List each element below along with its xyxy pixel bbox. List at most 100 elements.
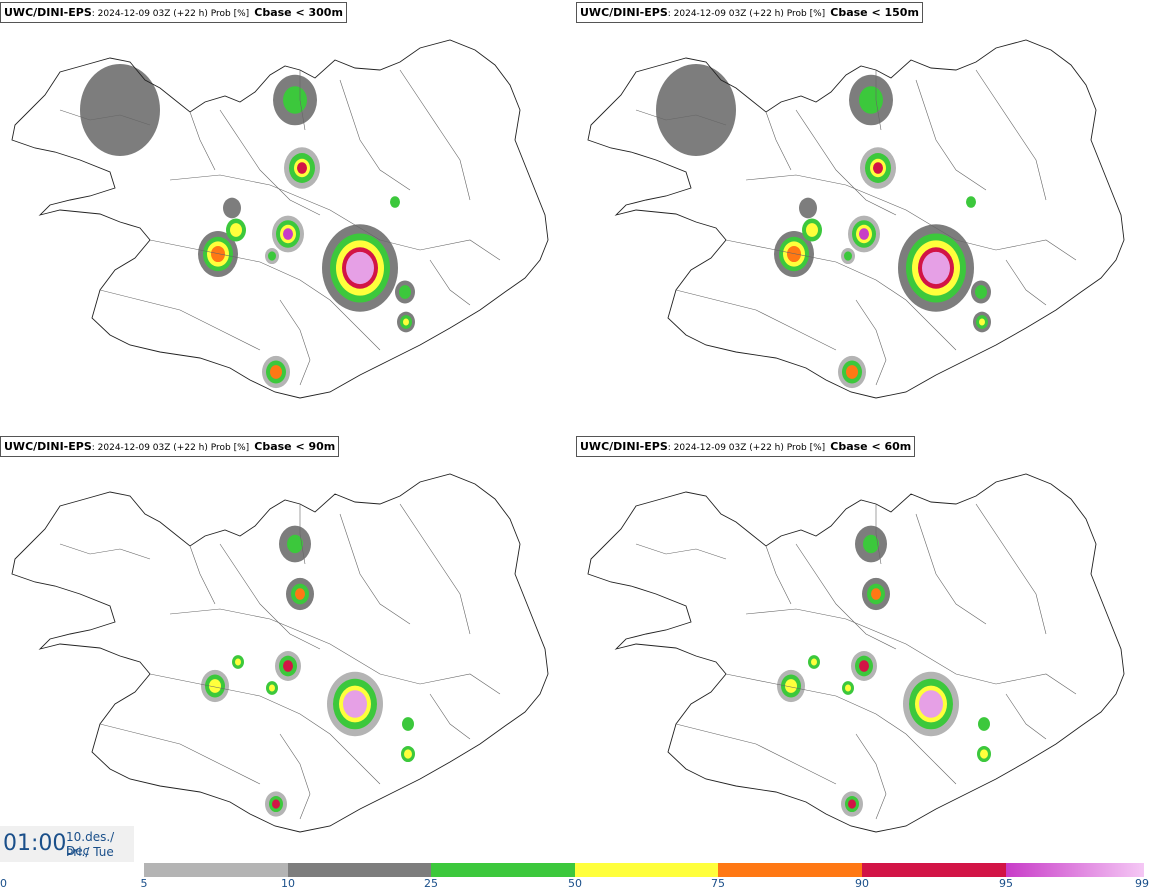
colorbar-segment <box>431 863 575 877</box>
coastline <box>11 473 549 833</box>
probability-area <box>272 799 280 809</box>
probability-area <box>844 251 852 261</box>
boundary-line <box>915 513 987 625</box>
model-name: UWC/DINI-EPS <box>580 440 668 453</box>
probability-area <box>871 588 881 600</box>
probability-area <box>980 749 988 759</box>
panel-title: UWC/DINI-EPS: 2024-12-09 03Z (+22 h) Pro… <box>576 2 923 23</box>
colorbar-segment <box>575 863 718 877</box>
probability-area <box>343 690 367 718</box>
threshold-label: Cbase < 300m <box>254 6 343 19</box>
iceland-map <box>11 473 549 833</box>
boundary-line <box>219 543 321 650</box>
boundary-line <box>339 513 411 625</box>
boundary-line <box>875 504 882 565</box>
colorbar-segment <box>862 863 1006 877</box>
iceland-map <box>587 39 1125 399</box>
boundary-line <box>279 299 311 386</box>
probability-area <box>863 534 879 554</box>
probability-area <box>235 658 241 666</box>
model-name: UWC/DINI-EPS <box>4 6 92 19</box>
probability-area <box>297 162 307 174</box>
boundary-line <box>399 69 471 201</box>
colorbar-tick-label: 50 <box>568 877 582 890</box>
coastline <box>587 39 1125 399</box>
run-info: : 2024-12-09 03Z (+22 h) Prob [%] <box>667 9 826 19</box>
probability-area <box>399 285 411 299</box>
colorbar-segment <box>1006 863 1144 877</box>
boundary-line <box>169 174 501 261</box>
colorbar-tick-label: 5 <box>140 877 148 890</box>
probability-area <box>269 684 275 692</box>
colorbar-tick-label: 0 <box>0 877 7 890</box>
boundary-line <box>875 70 882 131</box>
probability-area <box>787 245 801 263</box>
probability-area <box>283 228 293 240</box>
iceland-map <box>587 473 1125 833</box>
boundary-line <box>745 174 1077 261</box>
probability-area <box>80 64 160 156</box>
coastline <box>587 473 1125 833</box>
probability-area <box>966 196 976 208</box>
boundary-line <box>299 70 306 131</box>
probability-area <box>922 251 950 285</box>
boundary-line <box>745 608 1077 695</box>
boundary-line <box>725 673 957 785</box>
boundary-line <box>149 239 381 351</box>
map-panel-60m: UWC/DINI-EPS: 2024-12-09 03Z (+22 h) Pro… <box>576 434 1146 864</box>
colorbar-segment <box>718 863 862 877</box>
boundary-line <box>855 299 887 386</box>
boundary-line <box>1005 693 1047 740</box>
probability-area <box>811 658 817 666</box>
probability-area <box>287 534 303 554</box>
colorbar-tick-label: 95 <box>999 877 1013 890</box>
probability-area <box>859 86 883 114</box>
run-info: : 2024-12-09 03Z (+22 h) Prob [%] <box>91 443 250 453</box>
boundary-line <box>429 259 471 306</box>
probability-area <box>859 660 869 672</box>
valid-time-box: 01:00 10.des./ Dec Þri./ Tue <box>0 826 134 862</box>
probability-area <box>390 196 400 208</box>
boundary-line <box>99 289 261 351</box>
colorbar-tick-label: 75 <box>711 877 725 890</box>
colorbar-tick-label: 10 <box>281 877 295 890</box>
probability-area <box>404 749 412 759</box>
map-panel-150m: UWC/DINI-EPS: 2024-12-09 03Z (+22 h) Pro… <box>576 0 1146 430</box>
probability-area <box>978 717 990 731</box>
boundary-line <box>299 504 306 565</box>
boundary-line <box>189 545 216 605</box>
probability-area <box>346 251 374 285</box>
boundary-line <box>59 543 151 560</box>
valid-time: 01:00 <box>3 831 67 856</box>
boundary-line <box>765 545 792 605</box>
probability-area <box>848 799 856 809</box>
boundary-line <box>975 503 1047 635</box>
probability-area <box>845 684 851 692</box>
probability-area <box>209 679 221 693</box>
probability-area <box>211 245 225 263</box>
probability-area <box>270 365 282 379</box>
colorbar-tick-label: 25 <box>424 877 438 890</box>
probability-area <box>806 223 818 237</box>
probability-area <box>975 285 987 299</box>
probability-colorbar <box>144 863 1150 877</box>
boundary-line <box>975 69 1047 201</box>
model-name: UWC/DINI-EPS <box>4 440 92 453</box>
boundary-line <box>635 109 727 126</box>
boundary-line <box>59 109 151 126</box>
colorbar-tick-label: 99 <box>1135 877 1149 890</box>
boundary-line <box>149 673 381 785</box>
coastline <box>11 39 549 399</box>
panel-title: UWC/DINI-EPS: 2024-12-09 03Z (+22 h) Pro… <box>0 436 340 457</box>
probability-area <box>919 690 943 718</box>
probability-area <box>283 660 293 672</box>
probability-area <box>979 318 985 326</box>
probability-area <box>859 228 869 240</box>
boundary-line <box>219 109 321 216</box>
boundary-line <box>1005 259 1047 306</box>
boundary-line <box>189 111 216 171</box>
probability-area <box>230 223 242 237</box>
boundary-line <box>765 111 792 171</box>
model-name: UWC/DINI-EPS <box>580 6 668 19</box>
boundary-line <box>635 543 727 560</box>
